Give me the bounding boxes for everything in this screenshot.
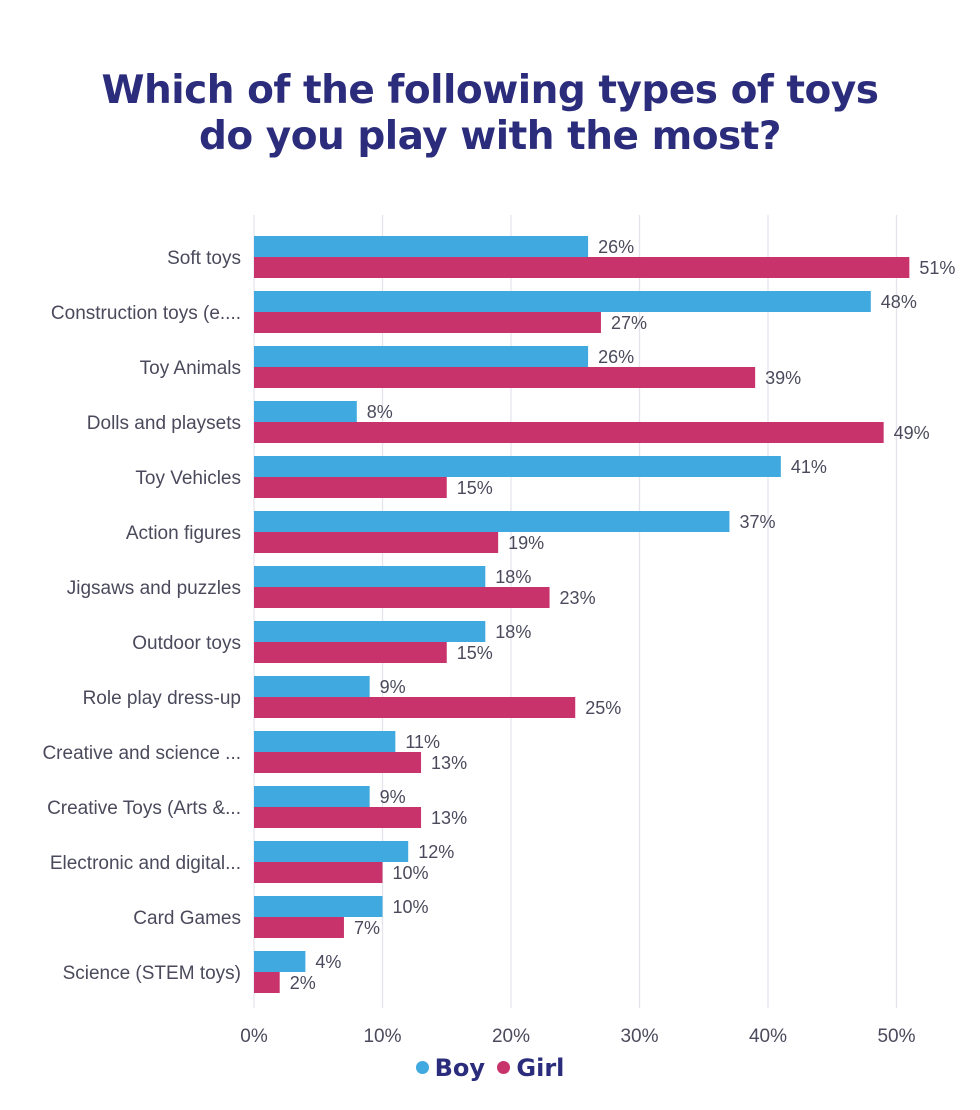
bar-layer	[254, 236, 910, 993]
bar-girl	[254, 587, 550, 608]
value-label-girl: 15%	[457, 643, 493, 663]
category-label: Toy Animals	[140, 358, 241, 379]
value-label-boy: 9%	[380, 677, 406, 697]
value-label-boy: 9%	[380, 787, 406, 807]
value-label-girl: 2%	[290, 973, 316, 993]
legend-boy-label: Boy	[434, 1054, 486, 1082]
x-tick-label-50: 50%	[877, 1026, 915, 1047]
category-label: Role play dress-up	[83, 688, 241, 709]
bar-girl	[254, 642, 447, 663]
chart-title-line-1: Which of the following types of toys	[101, 68, 879, 113]
x-tick-label-10: 10%	[363, 1026, 401, 1047]
value-label-boy: 37%	[739, 512, 775, 532]
value-label-girl: 27%	[611, 313, 647, 333]
category-label: Jigsaws and puzzles	[67, 578, 241, 599]
legend-item-girl: Girl	[497, 1054, 564, 1082]
category-label: Creative and science ...	[42, 743, 241, 764]
value-label-girl: 51%	[919, 258, 955, 278]
bar-boy	[254, 841, 409, 862]
legend-girl-dot	[497, 1060, 511, 1074]
x-tick-label-30: 30%	[620, 1026, 658, 1047]
value-label-girl: 13%	[431, 808, 467, 828]
bar-boy	[254, 896, 383, 917]
value-label-girl: 49%	[894, 423, 930, 443]
bar-girl	[254, 697, 576, 718]
bar-girl	[254, 807, 422, 828]
value-label-girl: 15%	[457, 478, 493, 498]
category-label: Science (STEM toys)	[63, 963, 241, 984]
value-label-boy: 11%	[405, 732, 440, 752]
value-label-girl: 10%	[393, 863, 429, 883]
value-label-boy: 26%	[598, 347, 634, 367]
bar-girl	[254, 862, 383, 883]
bar-boy	[254, 731, 396, 752]
bar-girl	[254, 257, 910, 278]
x-tick-label-40: 40%	[749, 1026, 787, 1047]
value-label-girl: 39%	[765, 368, 801, 388]
value-label-girl: 13%	[431, 753, 467, 773]
bar-boy	[254, 511, 730, 532]
value-label-girl: 25%	[585, 698, 621, 718]
value-label-boy: 26%	[598, 237, 634, 257]
bar-boy	[254, 346, 589, 367]
bar-girl	[254, 422, 884, 443]
legend-item-boy: Boy	[415, 1054, 486, 1082]
category-label: Electronic and digital...	[50, 853, 241, 874]
x-tick-label-0: 0%	[240, 1026, 268, 1047]
category-label: Dolls and playsets	[87, 413, 241, 434]
legend-boy-dot	[415, 1060, 429, 1074]
value-label-boy: 10%	[393, 897, 429, 917]
value-label-boy: 41%	[791, 457, 827, 477]
value-label-girl: 19%	[508, 533, 544, 553]
bar-girl	[254, 477, 447, 498]
value-label-girl: 23%	[560, 588, 596, 608]
grid-layer	[253, 215, 898, 1008]
x-tick-label-20: 20%	[492, 1026, 530, 1047]
value-label-girl: 7%	[354, 918, 380, 938]
bar-girl	[254, 532, 499, 553]
chart-title-line-2: do you play with the most?	[199, 114, 781, 159]
bar-boy	[254, 236, 589, 257]
value-label-boy: 8%	[367, 402, 393, 422]
category-label: Toy Vehicles	[135, 468, 241, 489]
value-label-boy: 18%	[495, 567, 531, 587]
bar-girl	[254, 312, 601, 333]
category-label: Outdoor toys	[132, 633, 241, 654]
legend: Boy Girl	[0, 1054, 980, 1082]
bar-boy	[254, 456, 781, 477]
chart-title: Which of the following types of toys do …	[0, 68, 980, 160]
category-label: Soft toys	[167, 248, 241, 269]
legend-girl-label: Girl	[516, 1054, 565, 1082]
bar-boy	[254, 291, 871, 312]
category-label: Creative Toys (Arts &...	[47, 798, 241, 819]
bar-boy	[254, 786, 370, 807]
bar-boy	[254, 401, 357, 422]
bar-boy	[254, 676, 370, 697]
category-label: Action figures	[126, 523, 241, 544]
value-label-boy: 4%	[315, 952, 341, 972]
label-layer: 0% 10% 20% 30% 40% 50% Soft toys 26% 51% Construc…	[42, 237, 955, 1047]
value-label-boy: 12%	[418, 842, 454, 862]
value-label-boy: 48%	[881, 292, 917, 312]
bar-girl	[254, 972, 280, 993]
category-label: Card Games	[133, 908, 241, 929]
bar-girl	[254, 367, 756, 388]
bar-boy	[254, 566, 486, 587]
category-label: Construction toys (e....	[51, 303, 241, 324]
bar-girl	[254, 917, 344, 938]
bar-boy	[254, 951, 306, 972]
bar-boy	[254, 621, 486, 642]
value-label-boy: 18%	[495, 622, 531, 642]
bar-girl	[254, 752, 422, 773]
